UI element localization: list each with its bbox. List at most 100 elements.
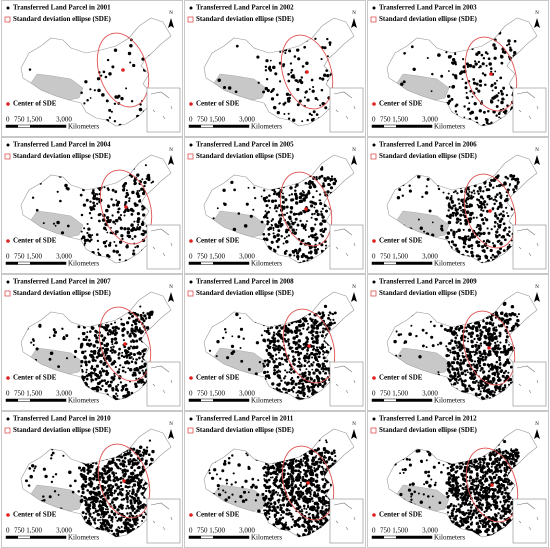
parcel-dot (483, 351, 487, 356)
parcel-dot (111, 188, 115, 192)
parcel-dot (86, 238, 90, 242)
plateau-region (396, 210, 450, 238)
parcel-dot (296, 223, 300, 227)
parcel-dot (309, 180, 313, 185)
parcel-dot (278, 222, 281, 225)
north-label: N (535, 148, 539, 153)
legend-center-label: Center of SDE (379, 237, 423, 245)
parcel-dot (488, 194, 491, 198)
parcel-dot (111, 343, 114, 346)
parcel-dot (487, 110, 490, 113)
scale-seg (6, 399, 18, 402)
parcel-dot (488, 363, 491, 366)
parcel-dot (296, 48, 300, 52)
parcel-dot (129, 44, 133, 48)
parcel-dot (324, 327, 328, 331)
parcel-dot (266, 374, 271, 378)
parcel-dot (452, 191, 455, 194)
parcel-dot (504, 319, 508, 323)
parcel-dot (454, 110, 458, 113)
parcel-dot (30, 341, 33, 344)
parcel-dot (285, 205, 289, 209)
parcel-dot (477, 89, 481, 93)
parcel-dot (321, 207, 324, 210)
parcel-dot (308, 88, 311, 91)
parcel-dot (290, 368, 293, 371)
parcel-dot (102, 326, 107, 330)
parcel-dot (479, 384, 483, 388)
parcel-dot (505, 374, 510, 379)
parcel-dot (131, 328, 134, 331)
parcel-dot (139, 103, 142, 106)
parcel-dot (310, 78, 314, 82)
parcel-dot (326, 190, 330, 194)
parcel-dot (38, 323, 42, 327)
parcel-dot (283, 237, 286, 240)
parcel-dot (479, 187, 482, 190)
parcel-dot (277, 369, 280, 372)
parcel-dot (260, 195, 263, 198)
parcel-dot (473, 353, 476, 356)
parcel-dot (490, 197, 493, 200)
parcel-dot (421, 344, 425, 348)
parcel-dot (131, 209, 135, 213)
parcel-dot (307, 189, 310, 193)
parcel-dot (48, 336, 51, 339)
parcel-dot (101, 369, 106, 373)
parcel-dot (123, 456, 127, 460)
panel-title: Transferred Land Parcel in 2002 (196, 4, 294, 12)
parcel-dot (496, 207, 500, 211)
parcel-dot (493, 255, 497, 259)
inset-coast (516, 91, 539, 120)
parcel-dot (431, 233, 435, 237)
parcel-dot (116, 389, 120, 392)
parcel-dot (329, 312, 332, 315)
parcel-dot (289, 225, 293, 229)
parcel-dot (295, 249, 298, 253)
parcel-dot (300, 223, 305, 227)
parcel-dot (455, 77, 458, 80)
parcel-dot (105, 240, 108, 242)
parcel-dot (56, 220, 60, 225)
parcel-dot (467, 337, 469, 340)
parcel-dot (309, 317, 312, 320)
panel-title: Transferred Land Parcel in 2005 (196, 141, 294, 149)
parcel-dot (498, 377, 501, 380)
parcel-dot (262, 233, 266, 236)
parcel-dot (57, 365, 60, 368)
parcel-dot (266, 370, 269, 374)
parcel-dot (464, 373, 467, 377)
parcel-dot (509, 48, 513, 52)
parcel-dot (101, 476, 105, 480)
parcel-dot (130, 314, 135, 318)
parcel-dot (309, 252, 312, 255)
parcel-dot (126, 504, 129, 508)
parcel-dot (95, 462, 98, 465)
parcel-dot (479, 390, 482, 393)
parcel-dot (324, 372, 326, 375)
parcel-dot (112, 532, 116, 536)
parcel-dot (101, 485, 104, 488)
parcel-dot (400, 82, 404, 86)
parcel-dot (141, 360, 144, 363)
parcel-dot (116, 203, 119, 206)
parcel-dot (321, 313, 326, 318)
parcel-dot (474, 116, 479, 120)
parcel-dot (441, 229, 444, 232)
parcel-dot (254, 196, 257, 200)
parcel-dot (283, 213, 287, 216)
parcel-dot (93, 349, 97, 354)
parcel-dot (311, 356, 314, 359)
parcel-dot (314, 357, 319, 362)
parcel-dot (446, 231, 451, 235)
parcel-dot (276, 339, 280, 343)
parcel-dot (499, 350, 503, 354)
scale-unit: Kilometers (434, 123, 465, 131)
scale-unit: Kilometers (68, 123, 99, 131)
parcel-dot (224, 331, 227, 334)
parcel-dot (454, 207, 457, 210)
parcel-dot (486, 227, 489, 230)
parcel-dot (230, 180, 234, 185)
parcel-dot (106, 371, 110, 375)
